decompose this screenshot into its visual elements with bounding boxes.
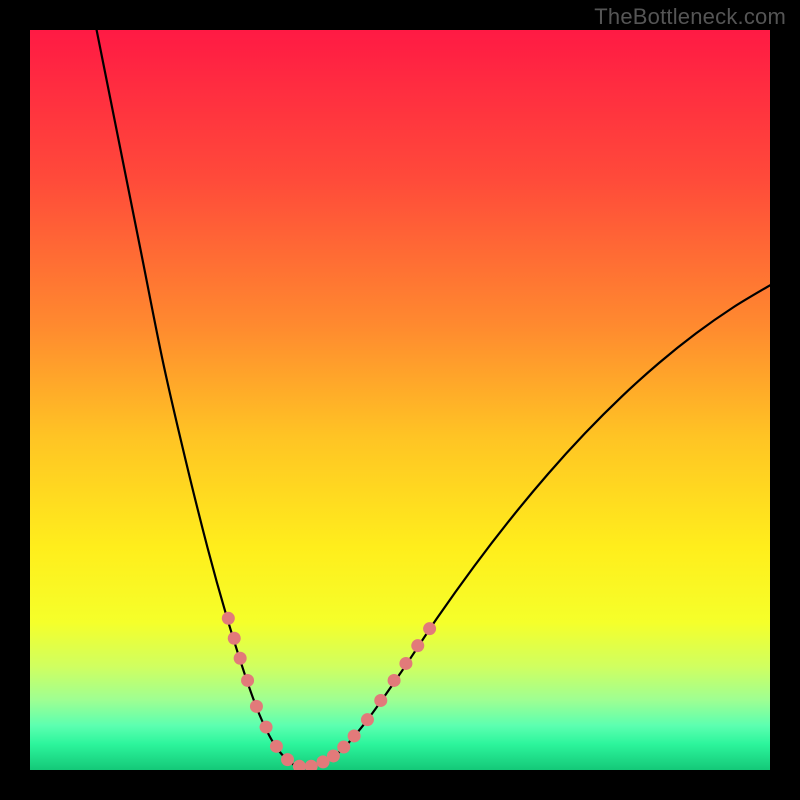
highlight-dot [411, 639, 424, 652]
highlight-dot [399, 657, 412, 670]
bottleneck-curve [97, 30, 770, 767]
highlight-dot [222, 612, 235, 625]
highlight-dot [337, 741, 350, 754]
watermark-text: TheBottleneck.com [594, 4, 786, 30]
highlight-dot [305, 760, 318, 770]
highlight-dot [293, 760, 306, 770]
highlight-dot [270, 740, 283, 753]
highlight-dot [250, 700, 263, 713]
curve-layer [30, 30, 770, 770]
highlight-dot [348, 729, 361, 742]
highlight-dot [241, 674, 254, 687]
highlight-dot [374, 694, 387, 707]
highlight-dot [281, 753, 294, 766]
highlight-dot [234, 652, 247, 665]
highlight-dot [228, 632, 241, 645]
chart-canvas: TheBottleneck.com [0, 0, 800, 800]
highlight-dot [361, 713, 374, 726]
highlight-dots [222, 612, 436, 770]
highlight-dot [388, 674, 401, 687]
highlight-dot [327, 749, 340, 762]
highlight-dot [260, 721, 273, 734]
plot-area [30, 30, 770, 770]
highlight-dot [423, 622, 436, 635]
